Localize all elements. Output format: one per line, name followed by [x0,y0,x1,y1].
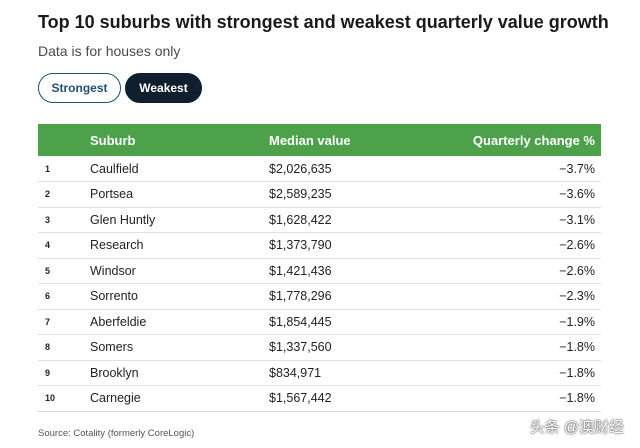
table-row: 4 Research $1,373,790 −2.6% [38,233,601,258]
median-value-cell: $2,026,635 [269,161,332,176]
page-title: Top 10 suburbs with strongest and weakes… [38,12,609,32]
suburb-header: Suburb [90,132,136,148]
table-header-row: Suburb Median value Quarterly change % [38,124,601,156]
rank-cell: 7 [45,316,51,327]
table-row: 9 Brooklyn $834,971 −1.8% [38,360,601,386]
rank-cell: 9 [45,367,51,378]
suburb-cell: Somers [90,340,134,355]
quarterly-change-cell: −2.6% [559,238,595,253]
page-subtitle: Data is for houses only [38,43,181,59]
quarterly-change-cell: −3.1% [559,212,595,227]
rank-cell: 2 [45,189,51,200]
median-value-cell: $2,589,235 [269,187,332,202]
quarterly-change-cell: −1.9% [559,314,595,329]
median-value-cell: $1,373,790 [269,238,332,253]
suburb-cell: Research [90,238,144,253]
rank-cell: 10 [45,393,56,404]
table-row: 10 Carnegie $1,567,442 −1.8% [38,386,601,411]
median-value-cell: $1,337,560 [269,340,332,355]
strongest-toggle-button[interactable]: Strongest [38,73,121,103]
suburb-cell: Portsea [90,187,134,202]
quarterly-change-cell: −1.8% [559,365,595,380]
quarterly-change-cell: −3.6% [559,187,595,202]
quarterly-change-cell: −1.8% [559,340,595,355]
weakest-toggle-button[interactable]: Weakest [125,73,202,103]
suburb-cell: Caulfield [90,161,139,176]
median-value-cell: $1,854,445 [269,314,332,329]
rank-cell: 8 [45,342,51,353]
median-value-cell: $1,628,422 [269,212,332,227]
table-row: 3 Glen Huntly $1,628,422 −3.1% [38,207,601,233]
median-value-cell: $1,778,296 [269,289,332,304]
table-row: 5 Windsor $1,421,436 −2.6% [38,258,601,284]
rank-cell: 1 [45,163,51,174]
suburb-table: Suburb Median value Quarterly change % 1… [38,124,601,412]
suburb-cell: Windsor [90,263,136,278]
suburb-cell: Carnegie [90,391,141,406]
table-row: 7 Aberfeldie $1,854,445 −1.9% [38,309,601,335]
rank-cell: 5 [45,265,51,276]
median-value-cell: $1,567,442 [269,391,332,406]
suburb-cell: Sorrento [90,289,138,304]
table-row: 1 Caulfield $2,026,635 −3.7% [38,156,601,182]
quarterly-change-cell: −3.7% [559,161,595,176]
suburb-cell: Aberfeldie [90,314,147,329]
quarterly-change-cell: −2.3% [559,289,595,304]
median-value-header: Median value [269,132,351,148]
table-row: 2 Portsea $2,589,235 −3.6% [38,182,601,207]
table-row: 8 Somers $1,337,560 −1.8% [38,335,601,360]
rank-cell: 3 [45,214,51,225]
watermark: 头条 @澳财经 [529,419,624,436]
median-value-cell: $1,421,436 [269,263,332,278]
rank-cell: 6 [45,291,51,302]
suburb-cell: Brooklyn [90,365,139,380]
median-value-cell: $834,971 [269,365,322,380]
rank-cell: 4 [45,240,51,251]
quarterly-change-header: Quarterly change % [472,132,595,148]
table-row: 6 Sorrento $1,778,296 −2.3% [38,284,601,309]
quarterly-change-cell: −1.8% [559,391,595,406]
quarterly-change-cell: −2.6% [559,263,595,278]
source-note: Source: Cotality (formerly CoreLogic) [38,428,195,439]
rank-header [38,124,90,156]
suburb-cell: Glen Huntly [90,212,156,227]
